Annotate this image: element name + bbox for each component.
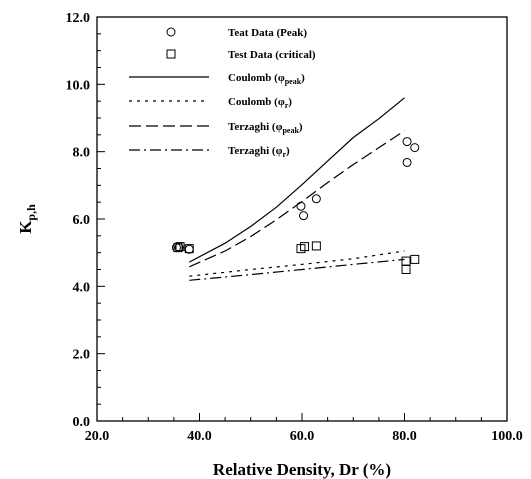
critical-data-point: [401, 256, 411, 266]
series-0: [171, 137, 420, 254]
peak-data-point: [402, 157, 412, 167]
series-5: [189, 258, 405, 281]
y-axis-title-sub: p,h: [24, 204, 38, 221]
legend-label: Terzaghi (φpeak): [228, 121, 303, 135]
legend-symbol-circle: [166, 27, 176, 37]
peak-data-point: [410, 143, 420, 153]
peak-data-point: [184, 244, 194, 254]
critical-data-point: [410, 254, 420, 264]
legend-label: Test Data (critical): [228, 49, 316, 61]
legend-label: Coulomb (φr): [228, 96, 292, 110]
x-tick-label: 20.0: [85, 429, 110, 444]
x-tick-label: 100.0: [491, 429, 523, 444]
series-2: [189, 97, 405, 263]
critical-data-point: [184, 244, 194, 254]
legend-item: Teat Data (Peak): [166, 27, 307, 39]
critical-data-point: [300, 242, 310, 252]
series-1: [173, 241, 420, 274]
series-line-dashdot: [189, 258, 405, 281]
legend-item: Terzaghi (φr): [129, 145, 290, 159]
x-tick-label: 80.0: [392, 429, 417, 444]
axis-ticks: 20.0 40.0 60.0 80.0 100.0 0.0 2.0 4.0 6.0 8.0 10.0…: [66, 11, 523, 444]
y-tick-label: 6.0: [73, 213, 91, 228]
peak-data-point: [402, 137, 412, 147]
y-tick-label: 12.0: [66, 11, 91, 26]
critical-data-point: [173, 243, 183, 253]
y-axis-title: Kp,h: [16, 204, 38, 234]
x-tick-label: 60.0: [290, 429, 315, 444]
y-axis-title-main: K: [16, 220, 35, 234]
x-axis-title: Relative Density, Dr (%): [213, 460, 391, 479]
legend-symbol-square: [166, 49, 176, 59]
legend-item: Coulomb (φr): [129, 96, 292, 110]
legend-label: Terzaghi (φr): [228, 145, 290, 159]
peak-data-point: [299, 211, 309, 221]
series-line-solid: [189, 97, 405, 263]
critical-data-point: [311, 241, 321, 251]
series-line-dotted: [189, 250, 405, 277]
y-tick-label: 10.0: [66, 78, 91, 93]
x-tick-label: 40.0: [187, 429, 212, 444]
legend: Teat Data (Peak) Test Data (critical) Coul…: [129, 27, 316, 159]
peak-data-point: [296, 201, 306, 211]
peak-data-point: [311, 194, 321, 204]
critical-data-point: [175, 242, 185, 252]
y-tick-label: 0.0: [73, 415, 91, 430]
legend-item: Test Data (critical): [166, 49, 316, 61]
series-line-dashed: [189, 130, 405, 268]
legend-label: Coulomb (φpeak): [228, 72, 305, 86]
critical-data-point: [401, 265, 411, 274]
legend-item: Terzaghi (φpeak): [129, 121, 303, 135]
y-tick-label: 4.0: [73, 280, 91, 295]
y-tick-label: 2.0: [73, 348, 91, 363]
legend-label: Teat Data (Peak): [228, 27, 307, 39]
data-series: [171, 97, 420, 281]
series-4: [189, 130, 405, 268]
legend-item: Coulomb (φpeak): [129, 72, 305, 86]
series-3: [189, 250, 405, 277]
y-tick-label: 8.0: [73, 146, 91, 161]
